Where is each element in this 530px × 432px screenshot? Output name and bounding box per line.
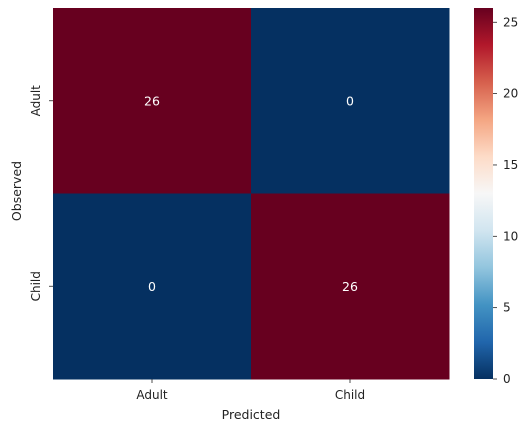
heatmap-cell-1-1 [251, 193, 450, 380]
cell-annotation-1-0: 0 [148, 279, 156, 294]
colorbar-gradient [474, 8, 493, 379]
heatmap-cell-1-0 [53, 193, 252, 380]
y-axis: Adult Child [29, 85, 53, 301]
x-axis: Adult Child [136, 379, 365, 402]
colorbar-tick-label-2: 10 [503, 229, 518, 243]
y-tick-label-1: Child [29, 271, 43, 301]
colorbar-tick-label-4: 20 [503, 87, 518, 101]
y-axis-label: Observed [9, 161, 24, 221]
cell-annotation-1-1: 26 [342, 279, 358, 294]
x-tick-label-0: Adult [136, 388, 168, 402]
colorbar-tick-label-3: 15 [503, 158, 518, 172]
colorbar-tick-label-1: 5 [503, 301, 511, 315]
cell-annotation-0-0: 26 [144, 93, 160, 108]
colorbar-tick-label-5: 25 [503, 15, 518, 29]
heatmap-cell-0-1 [251, 8, 450, 194]
colorbar-tick-label-0: 0 [503, 372, 511, 386]
y-tick-label-0: Adult [29, 85, 43, 117]
x-axis-label: Predicted [222, 407, 281, 422]
heatmap-cells: 26 0 0 26 [53, 8, 450, 380]
cell-annotation-0-1: 0 [346, 93, 354, 108]
colorbar: 0 5 10 15 20 25 [474, 8, 518, 386]
heatmap-cell-0-0 [53, 8, 252, 194]
x-tick-label-1: Child [335, 388, 365, 402]
